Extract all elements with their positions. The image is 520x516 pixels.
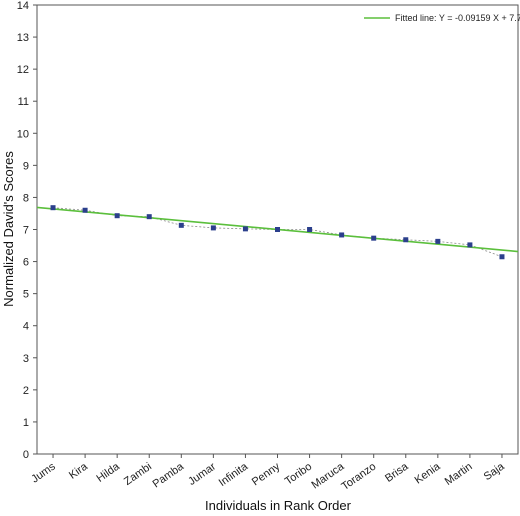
data-point [435,238,441,244]
x-tick-label: Kira [67,460,91,482]
y-tick-label: 8 [23,192,29,204]
data-point [499,254,505,260]
x-axis-title: Individuals in Rank Order [205,498,352,513]
y-tick-label: 3 [23,353,29,365]
y-tick-label: 11 [18,96,29,108]
data-points [50,205,505,260]
y-tick-label: 5 [23,289,29,301]
data-point [467,242,473,248]
data-point [50,205,56,211]
data-point [307,227,313,232]
y-tick-label: 1 [23,417,29,429]
x-tick-label: Hilda [94,460,122,485]
y-tick-label: 10 [17,128,29,140]
data-point [210,225,216,231]
data-point [82,207,88,213]
x-tick-label: Brisa [383,460,411,485]
y-tick-label: 0 [23,449,29,461]
y-tick-label: 14 [17,0,29,12]
y-tick-label: 7 [23,225,29,237]
connector-line [53,207,503,258]
x-tick-label: Zambi [122,461,154,488]
x-tick-label: Saja [482,460,508,483]
x-tick-label: Pamba [151,460,187,490]
y-tick-label: 9 [23,160,29,172]
y-tick-label: 6 [23,257,29,269]
x-tick-label: Martin [443,461,475,488]
legend-label: Fitted line: Y = -0.09159 X + 7.733 [395,13,520,23]
data-point [371,235,377,241]
x-tick-label: Toranzo [339,461,378,493]
y-tick-label: 13 [17,32,29,44]
data-point [146,214,152,220]
x-tick-label: Kenia [413,460,444,486]
data-point [275,227,280,232]
x-tick-label: Jums [29,460,58,485]
data-point [178,222,184,228]
y-tick-label: 2 [23,385,29,397]
x-tick-label: Infinita [217,460,251,489]
x-tick-label: Jumar [186,460,218,488]
data-point [242,226,248,232]
data-point [114,213,120,219]
data-point [403,237,409,243]
x-tick-label: Penny [250,460,283,488]
y-tick-label: 4 [23,321,29,333]
y-tick-label: 12 [17,64,29,76]
legend: Fitted line: Y = -0.09159 X + 7.733 [364,13,520,23]
data-point [339,232,345,238]
y-axis-title: Normalized David's Scores [1,151,16,307]
